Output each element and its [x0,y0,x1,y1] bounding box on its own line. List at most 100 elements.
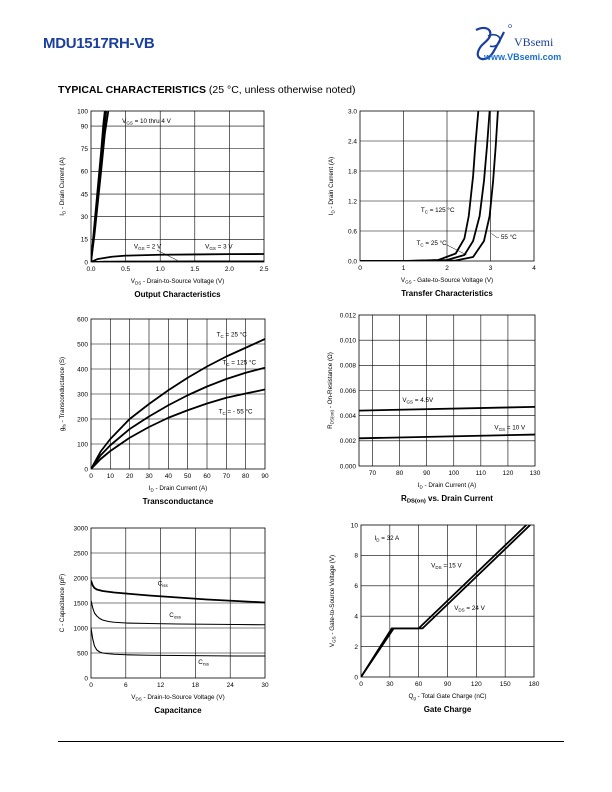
y-tick-label: 1.2 [348,198,357,205]
chart-annotation: TC​ = 125 °C [421,206,455,215]
plot-frame [360,524,535,678]
chart-annotation: Ciss​ [158,581,169,589]
y-tick-label: 90 [81,123,89,130]
x-tick-label: 6 [124,682,128,689]
y-tick-label: 2000 [74,575,89,582]
x-tick-label: 30 [386,681,394,688]
chart-annotation: VGS​ = 10 thru 4 V [122,118,171,126]
x-tick-label: 90 [444,681,452,688]
x-tick-label: 2.0 [225,266,234,273]
chart-annotation: VGS​ = 10 V [494,425,526,433]
series-line-2 [91,111,106,262]
chart-annotation: - 55 °C [497,233,517,241]
x-tick-label: 50 [184,473,192,480]
chart-title: Capacitance [154,706,202,715]
section-heading: TYPICAL CHARACTERISTICS (25 °C, unless o… [58,84,356,96]
x-tick-label: 10 [107,473,115,480]
y-tick-label: 0 [84,675,88,682]
chart-transconductance: 0 10 20 30 40 50 60 70 80 90 0 100 200 300 400 500 600 ID… [59,316,269,506]
series-line-1 [361,525,527,677]
x-tick-label: 3 [489,265,493,272]
y-tick-label: 0 [84,466,88,473]
x-tick-label: 110 [476,470,487,477]
series-line-1 [359,405,535,412]
y-tick-label: 100 [77,108,88,115]
x-tick-label: 130 [530,470,541,477]
series-line-2 [360,111,491,261]
x-axis-label: VGS​ - Gate-to-Source Voltage (V) [401,277,493,285]
y-axis-label: C - Capacitance (pF) [59,574,66,632]
x-tick-label: 0 [89,473,93,480]
y-tick-label: 1000 [74,625,89,632]
chart-annotation: TC​ = - 55 °C [219,408,253,417]
y-tick-label: 600 [77,316,88,323]
x-tick-label: 1.5 [190,266,199,273]
y-tick-label: 0.008 [340,363,357,370]
website-link[interactable]: www.VBsemi.com [484,52,562,62]
y-tick-label: 0.0 [348,258,357,265]
x-axis-label: Qg​ - Total Gate Charge (nC) [408,693,486,701]
x-tick-label: 80 [242,473,250,480]
y-tick-label: 500 [77,341,88,348]
chart-title: RDS(on)​ vs. Drain Current [401,494,493,505]
grid [91,319,265,469]
x-tick-label: 30 [145,473,153,480]
y-axis-label: RDS(on)​ - On-Resistance (Ω) [327,352,335,429]
chart-title: Transfer Characteristics [401,289,493,298]
chart-annotation: VDS​ = 15 V [431,563,462,571]
series-line-3 [91,627,265,657]
series-line-3 [91,388,265,469]
series-line-3 [360,111,499,261]
y-tick-label: 10 [351,522,359,529]
x-tick-label: 2.5 [259,266,268,273]
y-tick-label: 15 [81,237,89,244]
chart-rdson: 70 80 90 100 110 120 130 0.000 0.002 0.004 0.006 0.… [327,312,541,505]
y-axis-label: gfs​ - Transconductance (S) [59,357,67,431]
section-title: TYPICAL CHARACTERISTICS [58,84,206,96]
y-tick-label: 45 [81,191,89,198]
y-tick-label: 60 [81,169,89,176]
plot-frame [90,318,266,470]
y-tick-label: 75 [81,146,89,153]
series-line-1 [360,111,480,261]
x-tick-label: 18 [192,682,200,689]
chart-annotation: TC​ = 25 °C [417,239,448,248]
section-note: (25 °C, unless otherwise noted) [208,84,356,96]
series-line-1 [91,580,265,604]
y-tick-label: 500 [77,650,88,657]
y-tick-label: 2500 [74,550,89,557]
x-tick-label: 120 [471,681,482,688]
x-tick-label: 1.0 [156,266,165,273]
grid [361,525,534,677]
chart-annotation: VDS​ = 24 V [454,605,485,613]
series-line-2 [91,600,265,626]
x-tick-label: 100 [448,470,459,477]
x-axis-label: ID​ - Drain Current (A) [418,482,477,490]
x-tick-label: 0 [359,681,363,688]
x-tick-label: 0.5 [121,266,130,273]
x-tick-label: 180 [529,681,540,688]
x-axis-label: VDS​ - Drain-to-Source Voltage (V) [131,694,224,702]
x-tick-label: 0 [89,682,93,689]
series-line-2 [91,366,265,469]
y-tick-label: 0.012 [340,312,357,319]
x-tick-label: 0 [358,265,362,272]
y-tick-label: 1500 [74,600,89,607]
brand-name: VBsemi [514,35,554,49]
x-tick-label: 20 [126,473,134,480]
x-tick-label: 80 [396,470,404,477]
y-tick-label: 300 [77,391,88,398]
vbsemi-logo-icon [475,24,512,61]
y-tick-label: 100 [77,441,88,448]
y-tick-label: 30 [81,214,89,221]
y-axis-label: ID​ - Drain Current (A) [59,157,67,216]
x-tick-label: 70 [223,473,231,480]
chart-title: Gate Charge [424,705,472,714]
y-tick-label: 2.4 [348,138,357,145]
chart-annotation: TC​ = 125 °C [222,359,256,368]
footer-divider [58,741,564,742]
chart-annotation: Coss​ [169,612,181,620]
y-tick-label: 0 [84,259,88,266]
part-number: MDU1517RH-VB [43,35,155,52]
plot-frame [358,314,536,467]
